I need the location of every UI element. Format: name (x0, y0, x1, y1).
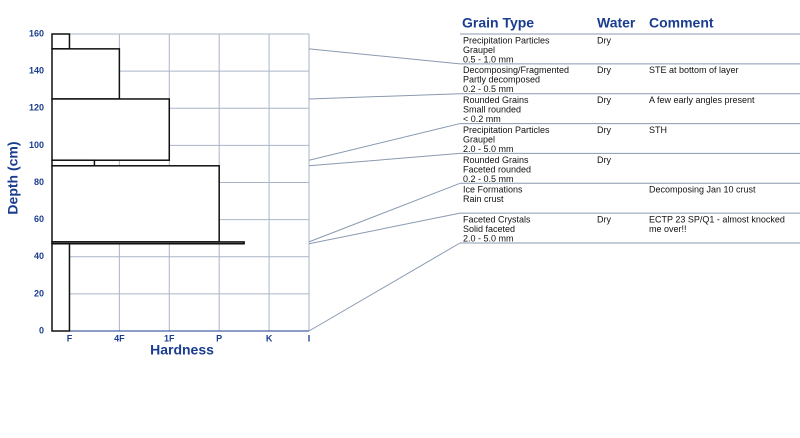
water-text: Dry (597, 35, 611, 45)
leader-line (308, 212, 461, 245)
grain-text: Faceted rounded (463, 164, 531, 174)
leader-line (308, 123, 461, 161)
layer (51, 243, 71, 332)
grain-text: Graupel (463, 134, 495, 144)
layer (51, 159, 96, 167)
grain-text: Graupel (463, 45, 495, 55)
layer (51, 48, 121, 100)
y-tick-label: 0 (39, 325, 44, 335)
column-header: Water (597, 15, 636, 31)
grain-text: Precipitation Particles (463, 125, 550, 135)
grain-text: 0.2 - 0.5 mm (463, 84, 514, 94)
comment-text: me over!! (649, 224, 687, 234)
x-tick-label: 4F (114, 333, 125, 343)
grain-text: Rain crust (463, 194, 504, 204)
grain-text: 2.0 - 5.0 mm (463, 144, 514, 154)
leader-line (308, 242, 461, 332)
leader-line (308, 152, 461, 167)
grain-text: 2.0 - 5.0 mm (463, 234, 514, 244)
water-text: Dry (597, 95, 611, 105)
comment-text: ECTP 23 SP/Q1 - almost knocked (649, 215, 785, 225)
x-tick-label: P (216, 333, 222, 343)
leader-line (308, 93, 461, 100)
grain-text: < 0.2 mm (463, 114, 501, 124)
grain-text: Ice Formations (463, 185, 523, 195)
leader-line (308, 182, 461, 243)
comment-text: STE at bottom of layer (649, 65, 739, 75)
grain-text: Decomposing/Fragmented (463, 65, 569, 75)
layer (51, 241, 245, 245)
grain-text: Partly decomposed (463, 75, 540, 85)
water-text: Dry (597, 125, 611, 135)
x-tick-label: 1F (164, 333, 175, 343)
x-tick-label: F (67, 333, 73, 343)
water-text: Dry (597, 65, 611, 75)
y-tick-label: 80 (34, 177, 44, 187)
y-tick-label: 20 (34, 288, 44, 298)
grain-text: 0.2 - 0.5 mm (463, 174, 514, 184)
grain-text: Small rounded (463, 105, 521, 115)
x-axis-label: Hardness (150, 342, 214, 358)
grain-text: Rounded Grains (463, 95, 529, 105)
column-header: Grain Type (462, 15, 534, 31)
y-tick-label: 140 (29, 66, 44, 76)
grain-text: Solid faceted (463, 224, 515, 234)
grain-text: Faceted Crystals (463, 215, 531, 225)
x-tick-label: I (308, 333, 311, 343)
comment-text: A few early angles present (649, 95, 755, 105)
y-tick-label: 40 (34, 251, 44, 261)
leader-line (308, 48, 461, 65)
x-tick-label: K (266, 333, 273, 343)
water-text: Dry (597, 155, 611, 165)
grain-text: Precipitation Particles (463, 35, 550, 45)
layer (51, 165, 220, 243)
y-axis-label: Depth (cm) (5, 141, 21, 214)
layer (51, 98, 171, 161)
layer (51, 33, 71, 50)
y-tick-label: 120 (29, 103, 44, 113)
comment-text: STH (649, 125, 667, 135)
column-header: Comment (649, 15, 714, 31)
y-tick-label: 60 (34, 214, 44, 224)
y-tick-label: 160 (29, 28, 44, 38)
y-tick-label: 100 (29, 140, 44, 150)
comment-text: Decomposing Jan 10 crust (649, 185, 756, 195)
grain-text: 0.5 - 1.0 mm (463, 54, 514, 64)
water-text: Dry (597, 215, 611, 225)
grain-text: Rounded Grains (463, 155, 529, 165)
